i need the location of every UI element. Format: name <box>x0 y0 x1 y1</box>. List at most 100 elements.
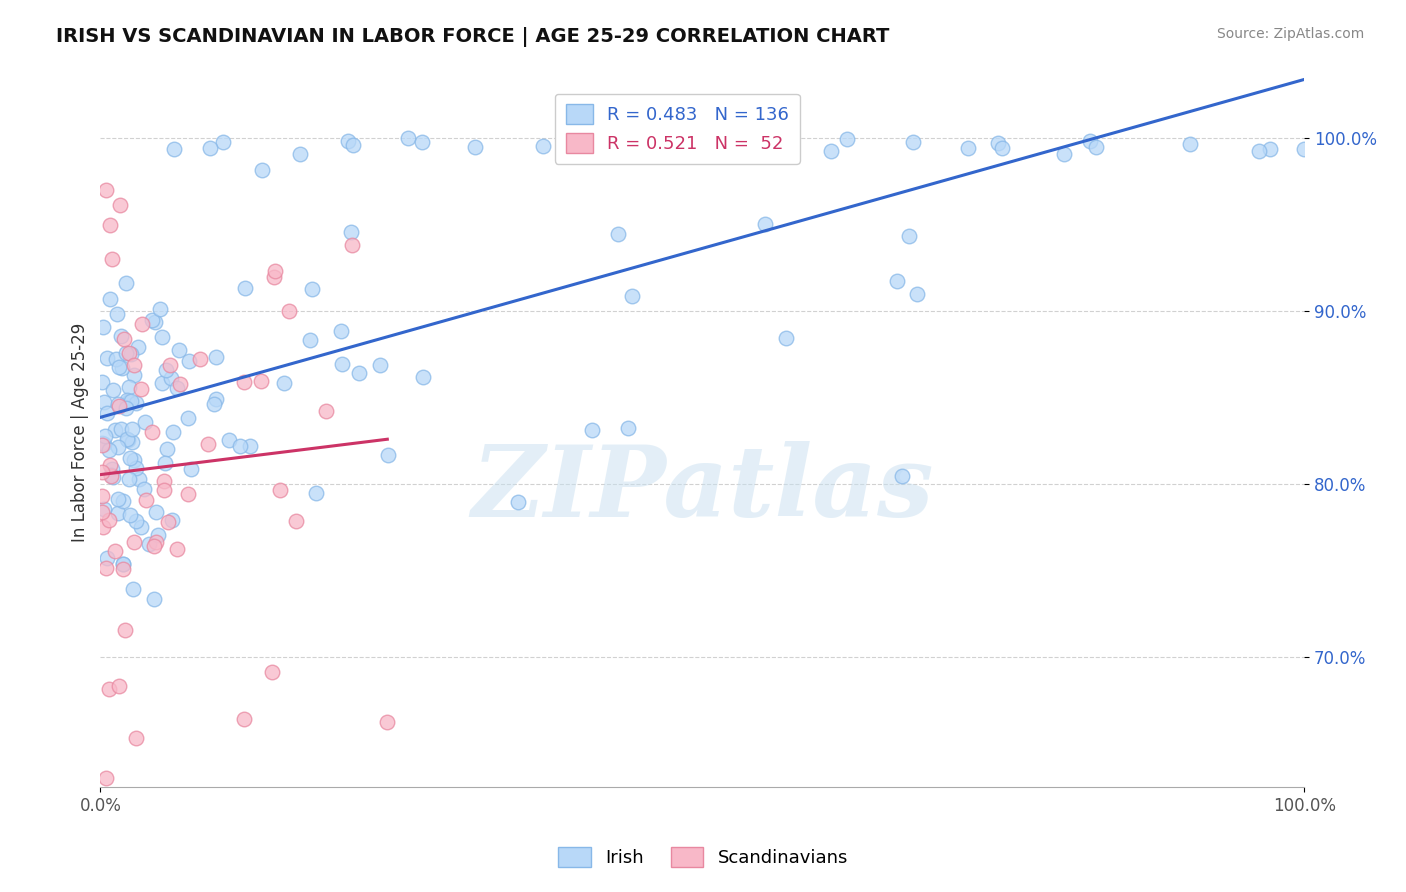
Point <box>1180 137 1202 152</box>
Point <box>90 489 112 503</box>
Point <box>146 527 169 541</box>
Point <box>101 383 124 397</box>
Point <box>177 353 200 368</box>
Point <box>152 475 174 489</box>
Point <box>150 330 173 344</box>
Point <box>120 347 142 361</box>
Point <box>129 519 152 533</box>
Legend: Irish, Scandinavians: Irish, Scandinavians <box>551 839 855 874</box>
Point <box>149 302 172 317</box>
Point <box>166 381 188 395</box>
Point <box>118 380 141 394</box>
Point <box>104 423 127 437</box>
Point <box>135 492 157 507</box>
Point <box>120 508 142 522</box>
Point <box>678 138 700 153</box>
Point <box>775 331 797 345</box>
Text: ZIPatlas: ZIPatlas <box>471 441 934 537</box>
Point <box>100 469 122 483</box>
Point <box>96 183 118 197</box>
Point <box>115 346 138 360</box>
Point <box>163 142 186 156</box>
Point <box>125 514 148 528</box>
Point <box>160 371 183 385</box>
Point <box>112 562 135 576</box>
Point <box>98 681 121 696</box>
Point <box>115 276 138 290</box>
Point <box>735 135 758 149</box>
Point <box>124 535 146 549</box>
Point <box>957 141 980 155</box>
Point <box>375 714 398 729</box>
Point <box>110 198 132 212</box>
Point <box>907 286 929 301</box>
Point <box>233 281 256 295</box>
Point <box>145 534 167 549</box>
Point <box>127 340 149 354</box>
Point <box>305 486 328 500</box>
Point <box>754 217 776 231</box>
Point <box>112 332 135 346</box>
Point <box>177 487 200 501</box>
Point <box>901 135 924 149</box>
Point <box>103 544 125 558</box>
Point <box>285 514 308 528</box>
Point <box>204 396 226 410</box>
Point <box>91 520 114 534</box>
Point <box>115 432 138 446</box>
Point <box>94 429 117 443</box>
Point <box>91 319 114 334</box>
Point <box>115 392 138 407</box>
Point <box>190 351 212 366</box>
Point <box>121 582 143 597</box>
Point <box>166 541 188 556</box>
Point <box>150 376 173 390</box>
Point <box>96 406 118 420</box>
Point <box>342 138 364 153</box>
Point <box>93 395 115 409</box>
Point <box>156 442 179 456</box>
Point <box>330 324 353 338</box>
Point <box>91 505 114 519</box>
Point <box>169 377 191 392</box>
Point <box>98 218 121 232</box>
Point <box>159 358 181 372</box>
Point <box>122 358 145 372</box>
Point <box>128 472 150 486</box>
Point <box>98 443 121 458</box>
Point <box>96 551 118 566</box>
Point <box>96 771 118 785</box>
Point <box>121 434 143 449</box>
Point <box>112 557 135 571</box>
Point <box>564 140 586 154</box>
Point <box>315 404 337 418</box>
Point <box>103 470 125 484</box>
Point <box>349 366 371 380</box>
Point <box>155 456 177 470</box>
Point <box>273 376 295 390</box>
Point <box>212 135 235 149</box>
Point <box>142 591 165 606</box>
Point <box>835 132 858 146</box>
Point <box>531 139 554 153</box>
Point <box>239 440 262 454</box>
Point <box>233 375 256 389</box>
Point <box>595 140 617 154</box>
Point <box>205 392 228 406</box>
Point <box>110 422 132 436</box>
Point <box>1084 140 1107 154</box>
Point <box>1053 146 1076 161</box>
Point <box>141 312 163 326</box>
Point <box>110 329 132 343</box>
Point <box>555 143 578 157</box>
Point <box>98 292 121 306</box>
Point <box>132 482 155 496</box>
Point <box>340 225 363 239</box>
Point <box>160 512 183 526</box>
Point <box>111 493 134 508</box>
Point <box>886 274 908 288</box>
Point <box>264 264 287 278</box>
Point <box>1080 134 1102 148</box>
Point <box>105 308 128 322</box>
Point <box>412 370 434 384</box>
